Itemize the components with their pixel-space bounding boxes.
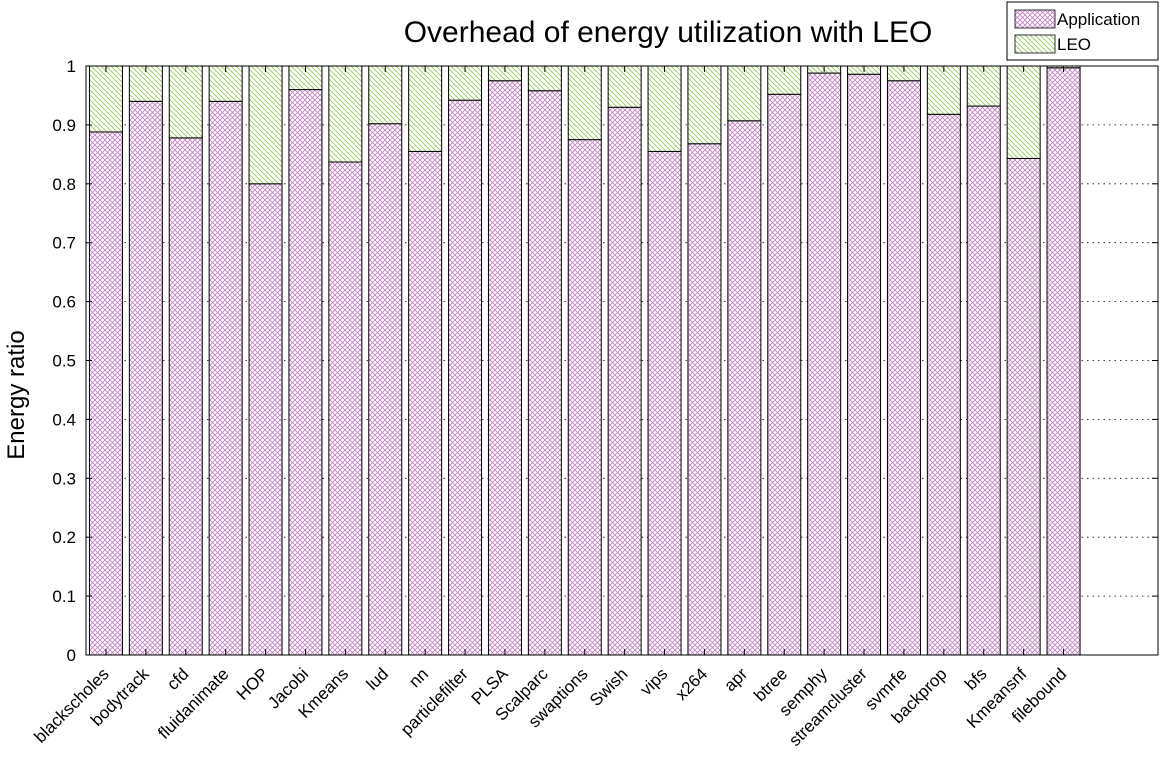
bar-leo-15	[687, 65, 722, 145]
bar-leo-6	[328, 65, 363, 163]
legend-label-leo: LEO	[1057, 35, 1091, 54]
x-tick-label: vips	[637, 664, 672, 699]
y-tick-label: 0.6	[52, 293, 76, 312]
bars	[88, 65, 1081, 656]
bar-application-24	[1046, 67, 1081, 656]
y-tick-label: 0.4	[52, 410, 76, 429]
bar-application-21	[926, 113, 961, 656]
bar-leo-7	[368, 65, 403, 125]
bar-application-3	[208, 100, 243, 656]
bar-application-0	[88, 131, 123, 656]
bar-application-9	[448, 99, 483, 656]
bar-application-1	[128, 100, 163, 656]
bar-leo-21	[926, 65, 961, 115]
bar-leo-14	[647, 65, 682, 152]
legend-swatch-application	[1014, 9, 1056, 29]
y-tick-label: 0.3	[52, 469, 76, 488]
bar-application-5	[288, 89, 323, 656]
bar-leo-13	[607, 65, 642, 108]
bar-leo-16	[727, 65, 762, 122]
x-tick-label: bfs	[961, 664, 990, 693]
bar-application-19	[847, 73, 882, 656]
bar-leo-2	[168, 65, 203, 139]
bar-application-15	[687, 143, 722, 656]
y-tick-label: 0.1	[52, 587, 76, 606]
x-tick-label: fluidanimate	[154, 664, 232, 742]
x-tick-label: Swish	[586, 664, 632, 710]
bar-application-10	[487, 80, 522, 656]
bar-leo-4	[248, 65, 283, 185]
y-axis-label: Energy ratio	[3, 330, 30, 459]
bar-application-12	[567, 139, 602, 656]
legend-label-application: Application	[1057, 10, 1140, 29]
bar-leo-12	[567, 65, 602, 141]
y-tick-label: 0	[67, 646, 76, 665]
y-tick-label: 0.7	[52, 234, 76, 253]
bar-leo-22	[966, 65, 1001, 107]
bar-application-17	[767, 93, 802, 656]
legend: Application LEO	[1006, 1, 1159, 61]
bar-application-11	[527, 90, 562, 656]
bar-application-4	[248, 183, 283, 656]
bar-application-2	[168, 137, 203, 656]
bar-application-18	[807, 72, 842, 656]
x-tick-label: apr	[720, 664, 751, 695]
y-tick-label: 0.9	[52, 116, 76, 135]
bar-application-16	[727, 120, 762, 656]
x-tick-label: lud	[363, 664, 392, 693]
bar-leo-0	[88, 65, 123, 133]
x-tick-label: cfd	[163, 664, 192, 693]
bar-application-20	[886, 80, 921, 656]
bar-application-14	[647, 150, 682, 656]
y-axis-ticks: 0 0.1 0.2 0.3 0.4 0.5 0.6 0.7 0.8 0.9 1	[52, 57, 1158, 665]
bar-leo-8	[408, 65, 443, 152]
bar-leo-23	[1006, 65, 1041, 159]
x-tick-label: nn	[405, 664, 432, 691]
bar-application-8	[408, 150, 443, 656]
x-tick-label: x264	[672, 664, 712, 704]
bar-application-23	[1006, 157, 1041, 656]
legend-swatch-leo	[1014, 34, 1056, 54]
y-tick-label: 0.8	[52, 175, 76, 194]
bar-application-6	[328, 161, 363, 656]
bar-application-7	[368, 123, 403, 656]
y-tick-label: 0.2	[52, 528, 76, 547]
y-tick-label: 1	[67, 57, 76, 76]
chart-title: Overhead of energy utilization with LEO	[404, 16, 933, 49]
bar-application-13	[607, 106, 642, 656]
bar-application-22	[966, 105, 1001, 656]
y-tick-label: 0.5	[52, 352, 76, 371]
